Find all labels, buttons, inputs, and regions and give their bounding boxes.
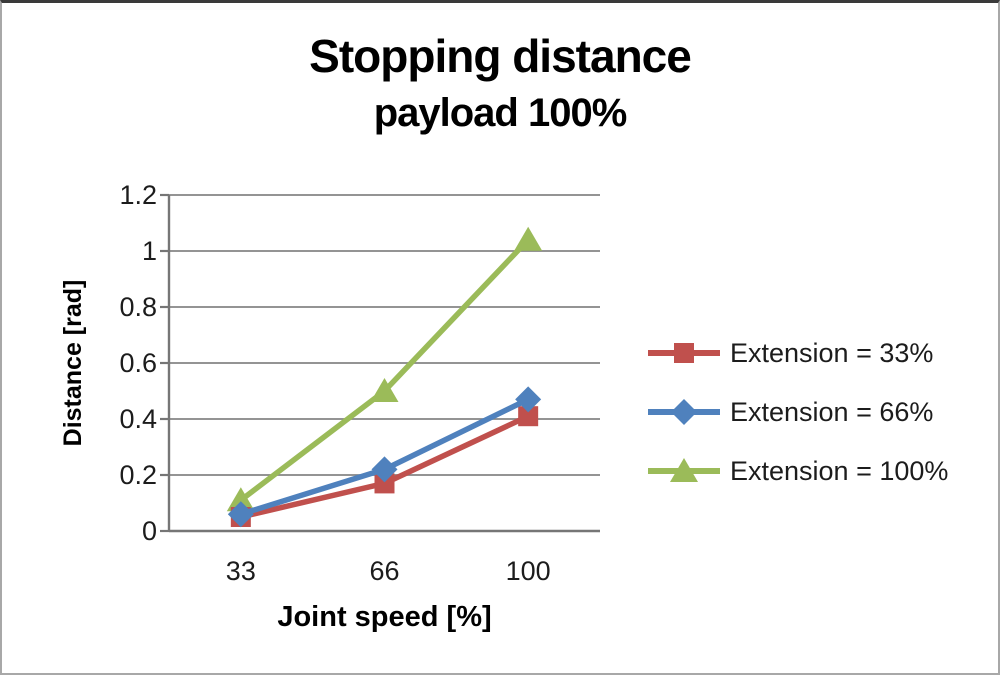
legend-label: Extension = 33% bbox=[730, 337, 934, 368]
legend-marker-square bbox=[648, 343, 720, 363]
y-tick-label: 0.2 bbox=[119, 460, 157, 490]
square-marker bbox=[374, 473, 395, 494]
chart-title: Stopping distance bbox=[309, 30, 692, 82]
x-axis-title: Joint speed [%] bbox=[277, 601, 492, 633]
x-tick-label: 100 bbox=[505, 556, 551, 586]
triangle-marker bbox=[370, 378, 399, 402]
diamond-marker bbox=[227, 501, 254, 528]
chart-subtitle: payload 100% bbox=[373, 91, 628, 135]
legend-label: Extension = 66% bbox=[730, 396, 934, 427]
x-tick-label: 33 bbox=[225, 556, 256, 586]
triangle-marker bbox=[226, 487, 255, 512]
legend-marker-diamond bbox=[648, 399, 720, 425]
diamond-marker bbox=[371, 456, 398, 483]
series-diamond bbox=[227, 386, 542, 528]
y-tick-label: 0.6 bbox=[119, 348, 157, 378]
y-tick-label: 0.4 bbox=[119, 404, 157, 434]
y-tick-label: 1 bbox=[141, 236, 157, 266]
square-marker bbox=[674, 343, 694, 363]
legend-item: Extension = 66% bbox=[648, 395, 948, 429]
legend-item: Extension = 33% bbox=[648, 336, 948, 370]
series-triangle bbox=[226, 226, 543, 512]
triangle-marker bbox=[670, 458, 698, 482]
triangle-marker bbox=[514, 226, 543, 251]
plot-area bbox=[160, 193, 600, 533]
y-tick-label: 1.2 bbox=[119, 180, 157, 210]
y-tick-label: 0 bbox=[141, 516, 157, 546]
legend: Extension = 33% Extension = 66% Extension … bbox=[648, 336, 948, 488]
legend-item: Extension = 100% bbox=[648, 454, 948, 488]
x-tick-label: 66 bbox=[369, 556, 400, 586]
diamond-marker bbox=[515, 386, 542, 413]
diamond-marker bbox=[671, 399, 697, 425]
y-tick-label: 0.8 bbox=[119, 292, 157, 322]
square-marker bbox=[518, 406, 539, 427]
legend-marker-triangle bbox=[648, 458, 720, 482]
legend-label: Extension = 100% bbox=[730, 455, 949, 486]
